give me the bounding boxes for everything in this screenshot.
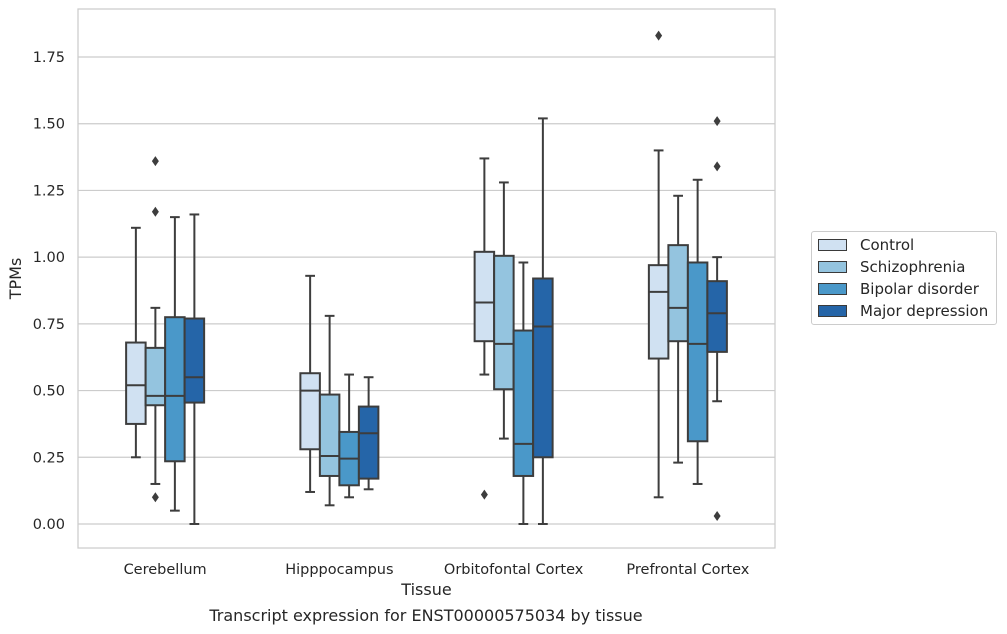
box-group bbox=[144, 156, 167, 503]
legend-item-control: Control bbox=[818, 235, 914, 255]
y-tick-label: 1.75 bbox=[33, 50, 65, 66]
box-group bbox=[706, 116, 728, 521]
y-tick-label: 0.75 bbox=[33, 317, 65, 333]
x-tick-label: Hipppocampus bbox=[285, 562, 393, 578]
y-tick-label: 0.00 bbox=[33, 517, 65, 533]
outlier-point bbox=[713, 510, 721, 521]
box-group bbox=[338, 373, 360, 499]
plot-frame bbox=[77, 8, 776, 549]
box bbox=[532, 277, 554, 459]
box bbox=[183, 317, 206, 404]
y-tick-labels: 0.00 0.25 0.50 0.75 1.00 1.25 1.50 1.75 bbox=[33, 50, 65, 533]
x-tick-labels: Cerebellum Hipppocampus Orbitofontal Corte… bbox=[124, 562, 750, 578]
legend-item-major-depression: Major depression bbox=[818, 301, 988, 321]
box-group bbox=[667, 194, 689, 464]
outlier-point bbox=[151, 492, 159, 503]
legend: Control Schizophrenia Bipolar disorder M… bbox=[811, 231, 997, 325]
legend-item-bipolar-disorder: Bipolar disorder bbox=[818, 279, 979, 299]
box bbox=[473, 250, 496, 343]
box-group bbox=[299, 274, 321, 493]
box-group bbox=[686, 178, 709, 485]
outlier-point bbox=[713, 116, 721, 127]
outlier-point bbox=[151, 206, 159, 217]
box bbox=[647, 264, 670, 360]
legend-swatch-schizophrenia bbox=[818, 261, 847, 273]
box bbox=[318, 393, 341, 477]
outlier-point bbox=[655, 30, 663, 41]
outlier-point bbox=[151, 156, 159, 167]
y-tick-label: 0.50 bbox=[33, 384, 65, 400]
box-group bbox=[318, 314, 341, 507]
box bbox=[164, 316, 186, 463]
box bbox=[512, 329, 535, 477]
box bbox=[357, 405, 380, 480]
x-tick-label: Cerebellum bbox=[124, 562, 207, 578]
box-group bbox=[183, 213, 206, 525]
legend-label-control: Control bbox=[860, 236, 915, 254]
y-tick-label: 1.25 bbox=[33, 183, 65, 199]
outlier-point bbox=[480, 489, 488, 500]
box bbox=[686, 261, 709, 443]
box bbox=[493, 254, 515, 391]
box bbox=[125, 341, 147, 425]
legend-label-bipolar-disorder: Bipolar disorder bbox=[860, 280, 979, 298]
boxes bbox=[125, 30, 728, 525]
box-group bbox=[493, 181, 515, 440]
x-tick-label: Prefrontal Cortex bbox=[626, 562, 749, 578]
legend-swatch-major-depression bbox=[818, 305, 847, 317]
legend-label-schizophrenia: Schizophrenia bbox=[860, 258, 966, 276]
y-tick-label: 1.50 bbox=[33, 117, 65, 133]
x-tick-label: Orbitofontal Cortex bbox=[444, 562, 584, 578]
y-tick-label: 1.00 bbox=[33, 250, 65, 266]
chart-caption: Transcript expression for ENST0000057503… bbox=[209, 606, 643, 625]
legend-swatch-bipolar-disorder bbox=[818, 283, 847, 295]
box bbox=[706, 280, 728, 353]
box-group bbox=[532, 117, 554, 525]
box bbox=[667, 244, 689, 343]
box-group bbox=[512, 261, 535, 525]
y-axis-label: TPMs bbox=[6, 258, 25, 301]
legend-item-schizophrenia: Schizophrenia bbox=[818, 257, 965, 277]
box-group bbox=[357, 376, 380, 491]
legend-swatch-control bbox=[818, 239, 847, 251]
y-tick-label: 0.25 bbox=[33, 450, 65, 466]
outlier-point bbox=[713, 161, 721, 172]
legend-label-major-depression: Major depression bbox=[860, 302, 989, 320]
box bbox=[299, 372, 321, 451]
x-axis-label: Tissue bbox=[400, 580, 451, 599]
